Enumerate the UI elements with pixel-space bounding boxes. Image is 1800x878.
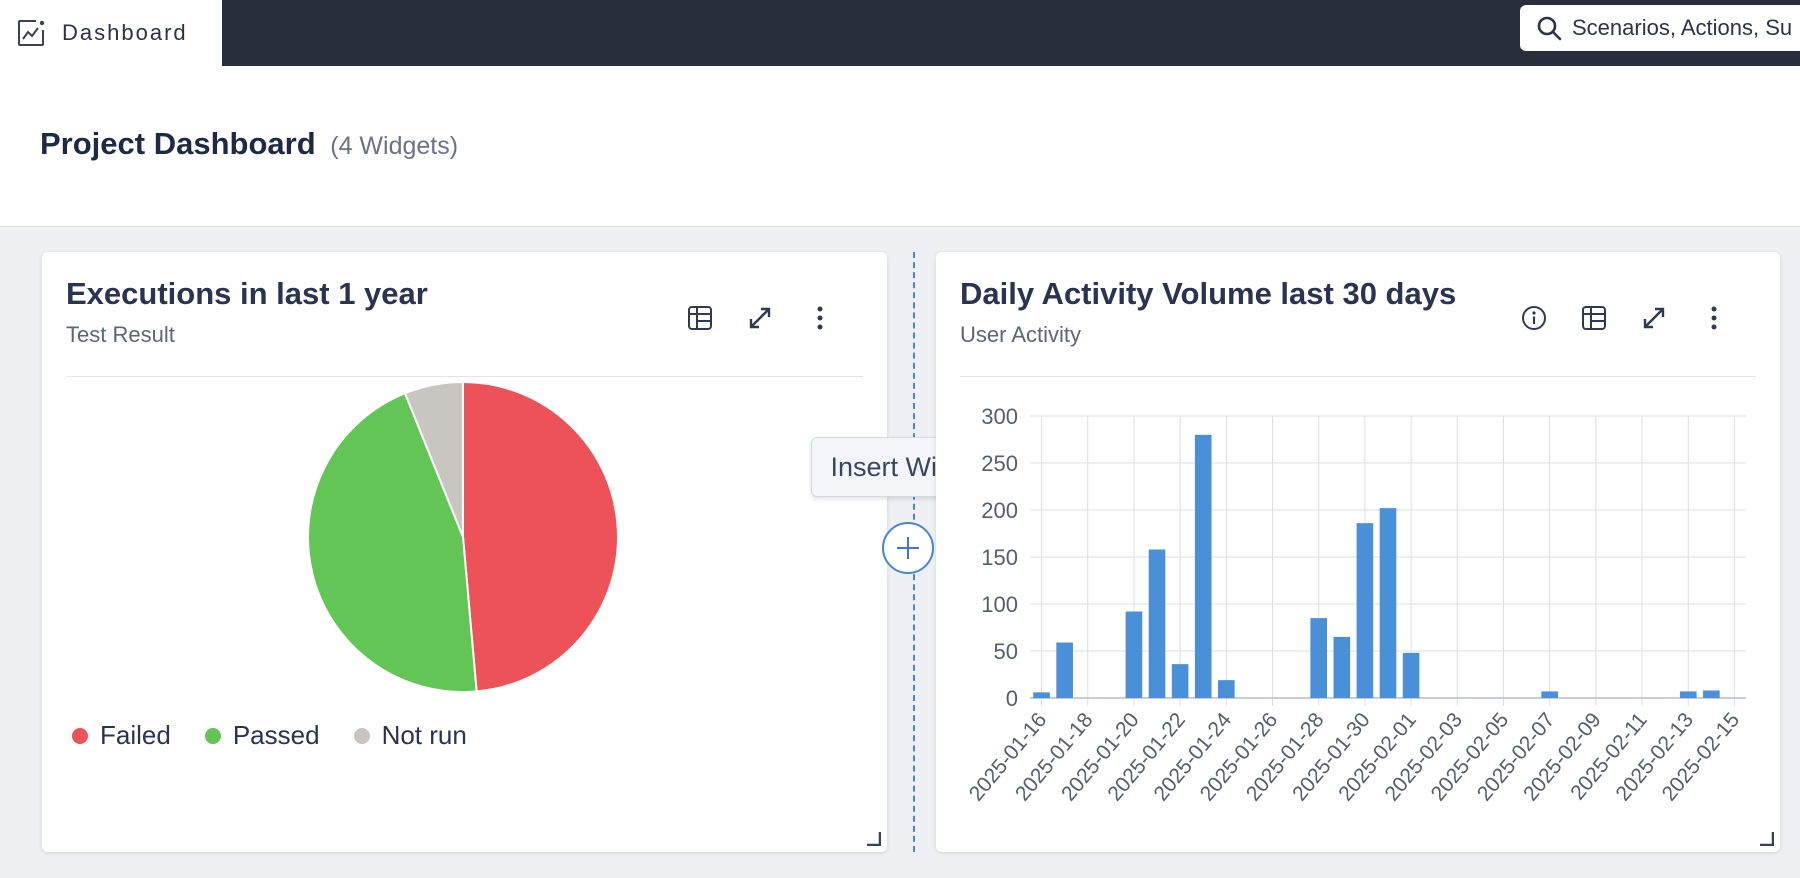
pie-slice-failed[interactable] <box>462 382 619 693</box>
expand-button[interactable] <box>738 296 782 340</box>
table-view-button[interactable] <box>1572 296 1616 340</box>
y-tick-label: 50 <box>994 639 1018 664</box>
legend-item-passed[interactable]: Passed <box>204 720 320 751</box>
expand-icon <box>749 307 771 329</box>
bar-2025-02-07[interactable] <box>1541 691 1558 698</box>
pie-chart <box>307 382 619 693</box>
legend-label: Not run <box>381 720 467 750</box>
chart-line-icon <box>18 20 45 46</box>
info-button[interactable] <box>1512 296 1556 340</box>
legend-dot <box>72 727 88 744</box>
bar-chart: 0501001502002503002025-01-162025-01-1820… <box>965 404 1746 806</box>
y-tick-label: 200 <box>981 498 1018 523</box>
widget-title: Executions in last 1 year <box>66 276 428 311</box>
widget-title: Daily Activity Volume last 30 days <box>960 276 1457 311</box>
table-view-button[interactable] <box>678 296 722 340</box>
widget-card-daily-activity: Daily Activity Volume last 30 days User … <box>936 252 1780 852</box>
bar-2025-01-29[interactable] <box>1333 636 1351 698</box>
search-input[interactable] <box>1572 15 1800 41</box>
legend-item-not-run[interactable]: Not run <box>353 720 467 751</box>
bar-2025-01-24[interactable] <box>1218 680 1235 698</box>
more-options-button[interactable] <box>798 296 842 340</box>
y-tick-label: 250 <box>981 451 1018 476</box>
y-tick-label: 0 <box>1006 686 1018 711</box>
bar-2025-01-20[interactable] <box>1125 611 1143 698</box>
widget-subtitle: Test Result <box>66 322 175 347</box>
bar-2025-01-30[interactable] <box>1356 523 1374 698</box>
y-tick-label: 100 <box>981 592 1018 617</box>
bar-2025-01-23[interactable] <box>1194 434 1212 698</box>
insert-widget-button[interactable] <box>882 522 934 574</box>
pie-legend: Failed Passed Not run <box>72 720 501 751</box>
dashboard-tab-label: Dashboard <box>62 20 188 45</box>
y-tick-label: 150 <box>981 545 1018 570</box>
legend-dot <box>353 727 370 744</box>
plus-icon <box>897 537 919 559</box>
global-search[interactable] <box>1520 5 1800 51</box>
expand-icon <box>1643 307 1665 329</box>
bar-2025-02-13[interactable] <box>1679 691 1697 698</box>
search-icon <box>1537 16 1562 41</box>
bar-2025-01-17[interactable] <box>1056 642 1073 698</box>
legend-label: Failed <box>100 720 171 750</box>
dashboard-tab[interactable]: Dashboard <box>0 0 222 66</box>
page-header: Project Dashboard (4 Widgets) <box>0 66 1800 227</box>
top-navigation-bar: Dashboard <box>0 0 1800 66</box>
bar-2025-01-31[interactable] <box>1379 508 1397 698</box>
widget-actions <box>1496 296 1736 340</box>
y-tick-label: 300 <box>981 404 1018 429</box>
legend-label: Passed <box>232 720 320 750</box>
bar-2025-01-28[interactable] <box>1310 618 1328 698</box>
more-options-button[interactable] <box>1692 296 1736 340</box>
widget-card-executions: Executions in last 1 year Test Result <box>42 252 887 852</box>
resize-handle-icon[interactable] <box>1758 830 1774 846</box>
widget-divider <box>960 376 1756 377</box>
bar-2025-01-16[interactable] <box>1033 692 1050 698</box>
more-vertical-icon <box>817 306 823 330</box>
widget-divider <box>66 376 863 377</box>
bar-2025-02-14[interactable] <box>1703 690 1720 698</box>
table-icon <box>688 306 712 330</box>
more-vertical-icon <box>1711 306 1717 330</box>
table-icon <box>1582 306 1606 330</box>
bar-2025-01-22[interactable] <box>1171 664 1189 698</box>
page-title-text: Project Dashboard <box>40 126 316 161</box>
pie-slice-not-run[interactable] <box>403 382 464 538</box>
bar-2025-02-01[interactable] <box>1402 652 1420 698</box>
info-icon <box>1522 306 1546 330</box>
widget-actions <box>662 296 842 340</box>
bar-2025-01-21[interactable] <box>1148 549 1166 698</box>
widget-subtitle: User Activity <box>960 322 1082 347</box>
expand-button[interactable] <box>1632 296 1676 340</box>
page-title: Project Dashboard (4 Widgets) <box>40 126 458 162</box>
widget-count: (4 Widgets) <box>330 132 459 160</box>
resize-handle-icon[interactable] <box>865 830 881 846</box>
legend-dot <box>204 727 221 744</box>
legend-item-failed[interactable]: Failed <box>72 720 171 751</box>
